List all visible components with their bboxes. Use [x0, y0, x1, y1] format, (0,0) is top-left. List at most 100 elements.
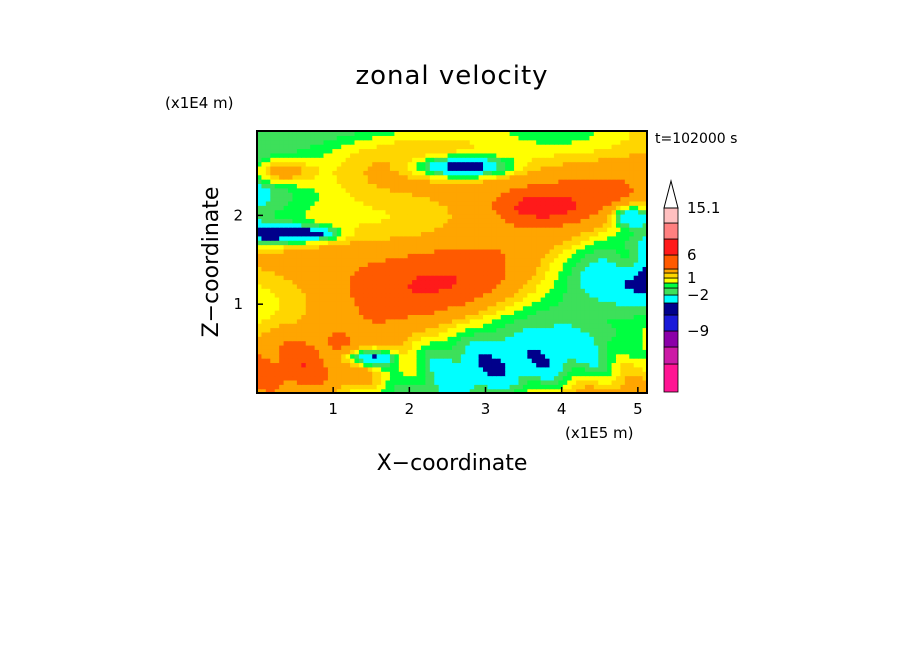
- field-cell: [496, 366, 502, 372]
- field-cell: [398, 253, 404, 259]
- field-cell: [283, 209, 289, 215]
- field-cell: [469, 262, 475, 267]
- field-cell: [483, 279, 489, 285]
- field-cell: [381, 305, 387, 311]
- field-cell: [452, 362, 458, 368]
- field-cell: [633, 384, 639, 390]
- field-cell: [412, 301, 418, 307]
- field-cell: [629, 157, 635, 163]
- field-cell: [607, 231, 613, 237]
- field-cell: [381, 384, 387, 390]
- field-cell: [545, 266, 551, 272]
- field-cell: [598, 192, 604, 198]
- field-cell: [363, 384, 369, 390]
- field-cell: [327, 358, 333, 364]
- field-cell: [407, 231, 413, 237]
- field-cell: [363, 388, 369, 393]
- field-cell: [452, 218, 458, 224]
- field-cell: [615, 362, 622, 368]
- field-cell: [567, 344, 573, 350]
- field-cell: [505, 187, 511, 193]
- field-cell: [474, 205, 480, 211]
- field-cell: [372, 358, 378, 364]
- field-cell: [381, 270, 387, 276]
- field-cell: [487, 323, 493, 329]
- field-cell: [638, 174, 644, 180]
- field-cell: [620, 218, 626, 224]
- field-cell: [310, 379, 316, 385]
- field-cell: [407, 353, 413, 359]
- field-cell: [274, 340, 280, 346]
- field-cell: [527, 196, 533, 202]
- field-cell: [638, 301, 644, 307]
- field-cell: [336, 371, 342, 377]
- field-cell: [438, 165, 444, 171]
- field-cell: [553, 157, 559, 163]
- field-cell: [420, 227, 427, 233]
- field-cell: [633, 148, 639, 154]
- field-cell: [261, 353, 267, 359]
- field-cell: [265, 288, 271, 294]
- field-cell: [558, 209, 564, 215]
- field-cell: [420, 218, 427, 224]
- field-cell: [607, 349, 613, 355]
- field-cell: [474, 362, 480, 368]
- field-cell: [483, 205, 489, 211]
- field-cell: [416, 187, 422, 193]
- field-cell: [638, 340, 644, 346]
- field-cell: [642, 270, 647, 276]
- field-cell: [500, 213, 506, 219]
- field-cell: [638, 148, 644, 154]
- field-cell: [389, 187, 395, 193]
- field-cell: [327, 209, 333, 215]
- field-cell: [562, 279, 568, 285]
- field-cell: [443, 170, 449, 176]
- field-cell: [514, 262, 520, 267]
- field-cell: [469, 144, 475, 150]
- field-cell: [500, 262, 506, 267]
- field-cell: [452, 157, 458, 163]
- field-cell: [500, 296, 506, 302]
- field-cell: [487, 257, 493, 263]
- field-cell: [478, 157, 484, 163]
- field-cell: [301, 235, 307, 241]
- field-cell: [624, 240, 630, 246]
- field-cell: [505, 340, 511, 346]
- field-cell: [314, 157, 320, 163]
- field-cell: [593, 371, 599, 377]
- field-cell: [491, 296, 497, 302]
- field-cell: [558, 371, 564, 377]
- field-cell: [584, 340, 590, 346]
- field-cell: [336, 340, 342, 346]
- field-cell: [363, 222, 369, 228]
- field-cell: [381, 257, 387, 263]
- field-cell: [429, 183, 435, 189]
- field-cell: [624, 257, 630, 263]
- field-cell: [323, 314, 329, 320]
- field-cell: [496, 275, 502, 281]
- field-cell: [549, 292, 555, 298]
- field-cell: [389, 279, 395, 285]
- field-cell: [571, 174, 577, 180]
- field-cell: [487, 384, 493, 390]
- field-cell: [589, 340, 595, 346]
- field-cell: [624, 183, 630, 189]
- field-cell: [358, 183, 364, 189]
- field-cell: [642, 257, 647, 263]
- field-cell: [465, 174, 471, 180]
- field-cell: [394, 257, 400, 263]
- field-cell: [483, 235, 489, 241]
- field-cell: [478, 379, 484, 385]
- field-cell: [522, 327, 528, 333]
- field-cell: [367, 340, 373, 346]
- field-cell: [261, 222, 267, 228]
- field-cell: [469, 327, 475, 333]
- field-cell: [642, 157, 647, 163]
- field-cell: [589, 366, 595, 372]
- field-cell: [292, 296, 298, 302]
- field-cell: [491, 235, 497, 241]
- field-cell: [562, 340, 568, 346]
- field-cell: [620, 240, 626, 246]
- field-cell: [456, 218, 462, 224]
- field-cell: [589, 231, 595, 237]
